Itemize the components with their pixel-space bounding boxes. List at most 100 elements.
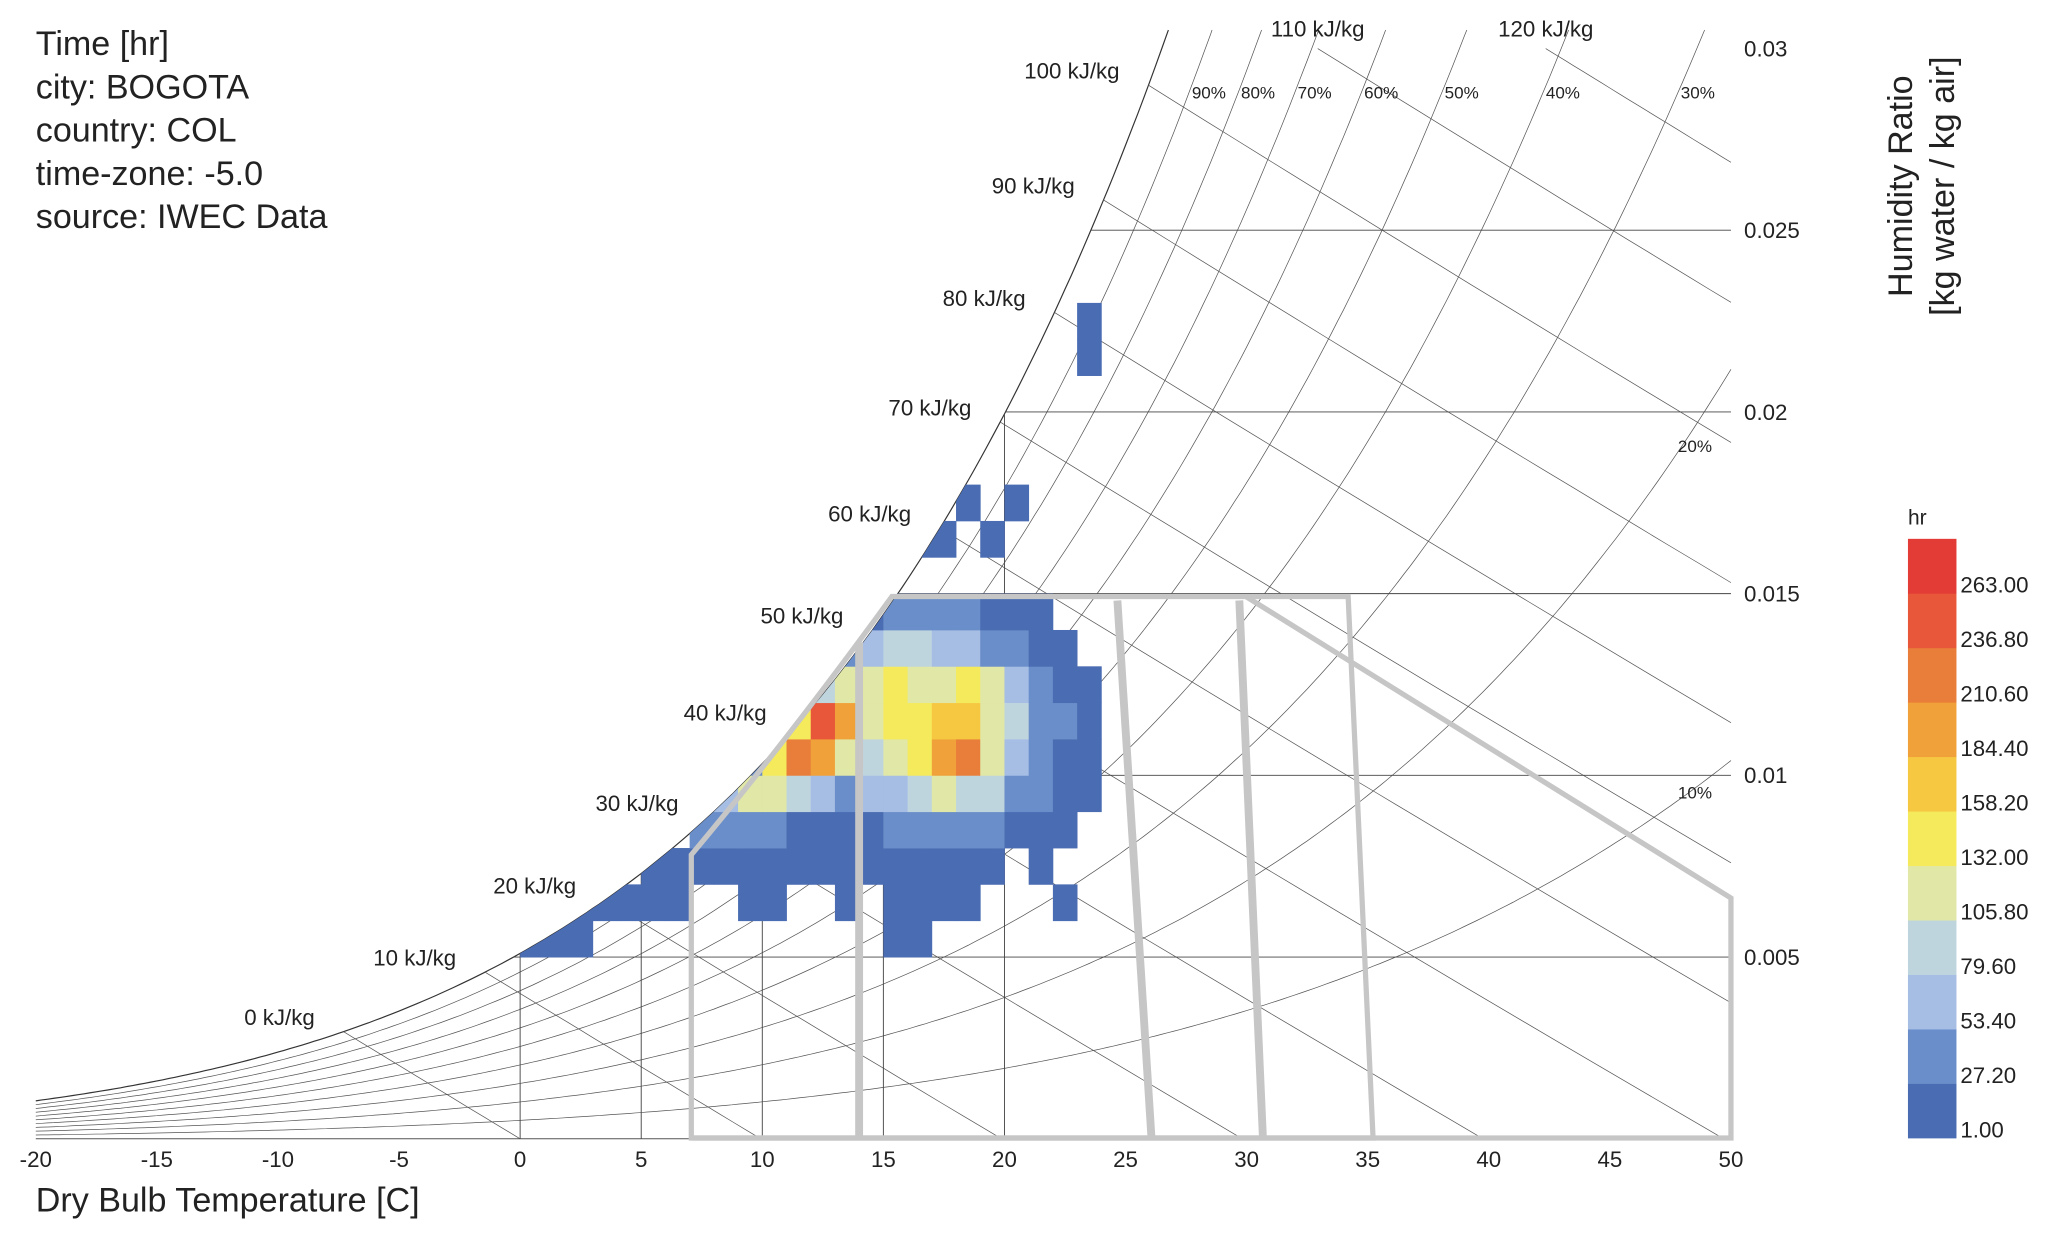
- heatmap-cell: [980, 702, 1005, 740]
- heatmap-cell: [1077, 739, 1102, 776]
- heatmap-cell: [956, 848, 981, 885]
- heatmap-cell: [665, 884, 691, 922]
- heatmap-cell: [931, 629, 957, 667]
- heatmap-cell: [1077, 302, 1102, 340]
- heatmap-cell: [859, 775, 884, 813]
- heatmap-cell: [1077, 702, 1102, 740]
- legend-label: 1.00: [1960, 1117, 2003, 1142]
- heatmap-cell: [786, 775, 812, 813]
- y-tick-label: 0.015: [1744, 582, 1800, 607]
- x-tick-label: 50: [1719, 1147, 1744, 1172]
- heatmap-cell: [907, 775, 933, 813]
- x-tick-label: 0: [514, 1147, 526, 1172]
- labels: Time [hr] city: BOGOTA country: COL time…: [20, 17, 1962, 1220]
- enthalpy-line: [999, 421, 1732, 864]
- heatmap-cell: [859, 666, 884, 704]
- y-axis-title: Humidity Ratio: [1882, 75, 1920, 297]
- enthalpy-line: [343, 1031, 521, 1140]
- heatmap-cell: [956, 775, 981, 813]
- y-tick-label: 0.005: [1744, 945, 1800, 970]
- enthalpy-label: 100 kJ/kg: [1024, 59, 1119, 84]
- enthalpy-label: 80 kJ/kg: [943, 286, 1026, 311]
- x-tick-label: 45: [1597, 1147, 1622, 1172]
- heatmap-cell: [1028, 811, 1054, 849]
- heatmap-cell: [810, 811, 836, 849]
- y-tick-label: 0.025: [1744, 218, 1800, 243]
- rh-label: 20%: [1678, 437, 1712, 456]
- y-tick-label: 0.01: [1744, 763, 1787, 788]
- rh-label: 40%: [1546, 84, 1580, 103]
- heatmap-cell: [956, 593, 981, 631]
- heatmap-cell: [641, 884, 666, 922]
- heatmap-cell: [1028, 739, 1054, 776]
- heatmap-cell: [956, 739, 981, 776]
- legend-swatch: [1907, 647, 1957, 703]
- heatmap-cell: [907, 666, 933, 704]
- rh-label: 30%: [1681, 84, 1715, 103]
- legend-swatch: [1907, 1083, 1957, 1139]
- legend-label: 263.00: [1960, 573, 2028, 598]
- legend-label: 236.80: [1960, 627, 2028, 652]
- rh-label: 90%: [1192, 84, 1226, 103]
- enthalpy-line: [484, 971, 761, 1140]
- info-line: Time [hr]: [36, 25, 169, 63]
- legend-label: 210.60: [1960, 682, 2028, 707]
- legend-label: 105.80: [1960, 899, 2028, 924]
- heatmap-cell: [1077, 775, 1102, 813]
- heatmap-cell: [980, 775, 1005, 813]
- x-axis-title: Dry Bulb Temperature [C]: [36, 1181, 420, 1219]
- enthalpy-label: 20 kJ/kg: [493, 873, 576, 898]
- heatmap-cell: [956, 629, 981, 667]
- heatmap-cell: [883, 848, 908, 885]
- rh-label: 80%: [1241, 84, 1275, 103]
- heatmap-cell: [1052, 884, 1078, 922]
- heatmap-cell: [762, 811, 787, 849]
- legend-label: 53.40: [1960, 1008, 2016, 1033]
- heatmap-cell: [1052, 666, 1078, 704]
- enthalpy-line: [1148, 84, 1732, 443]
- legend-label: 184.40: [1960, 736, 2028, 761]
- heatmap-cell: [810, 848, 836, 885]
- heatmap-cell: [931, 666, 957, 704]
- x-tick-label: -5: [389, 1147, 409, 1172]
- heatmap-cell: [713, 811, 739, 849]
- heatmap-cell: [883, 739, 908, 776]
- heatmap-cell: [859, 811, 884, 849]
- heatmap-cell: [1004, 629, 1030, 667]
- heatmap-cell: [931, 739, 957, 776]
- legend-swatch: [1907, 1029, 1957, 1084]
- heatmap-cell: [786, 739, 812, 776]
- enthalpy-label: 30 kJ/kg: [596, 791, 679, 816]
- legend-swatch: [1907, 756, 1957, 812]
- heatmap-cell: [980, 848, 1005, 885]
- heatmap-cell: [859, 848, 884, 885]
- heatmap-cell: [980, 629, 1005, 667]
- heatmap-cell: [883, 884, 908, 922]
- heatmap-cell: [980, 593, 1005, 631]
- legend-title: hr: [1908, 506, 1927, 529]
- heatmap-cell: [1028, 666, 1054, 704]
- heatmap-cell: [931, 775, 957, 813]
- heatmap-cell: [883, 811, 908, 849]
- heatmap-cell: [907, 920, 933, 958]
- x-tick-label: 40: [1476, 1147, 1501, 1172]
- heatmap-cell: [931, 848, 957, 885]
- enthalpy-label: 120 kJ/kg: [1498, 17, 1593, 42]
- heatmap-cell: [1004, 739, 1030, 776]
- heatmap-cell: [762, 775, 787, 813]
- heatmap-cell: [1004, 484, 1030, 522]
- enthalpy-line: [1317, 48, 1732, 303]
- heatmap-cell: [883, 775, 908, 813]
- comfort-zone: [688, 593, 1376, 1141]
- heatmap-cell: [1004, 811, 1030, 849]
- heatmap-cell: [980, 739, 1005, 776]
- legend-label: 27.20: [1960, 1063, 2016, 1088]
- heatmap-cell: [883, 629, 908, 667]
- rh-curve: [35, 29, 1262, 1109]
- heatmap-cell: [1028, 775, 1054, 813]
- info-line: source: IWEC Data: [36, 198, 328, 236]
- heatmap-cell: [1052, 811, 1078, 849]
- rh-label: 10%: [1678, 783, 1712, 802]
- x-tick-label: 35: [1355, 1147, 1380, 1172]
- legend-swatch: [1907, 811, 1957, 867]
